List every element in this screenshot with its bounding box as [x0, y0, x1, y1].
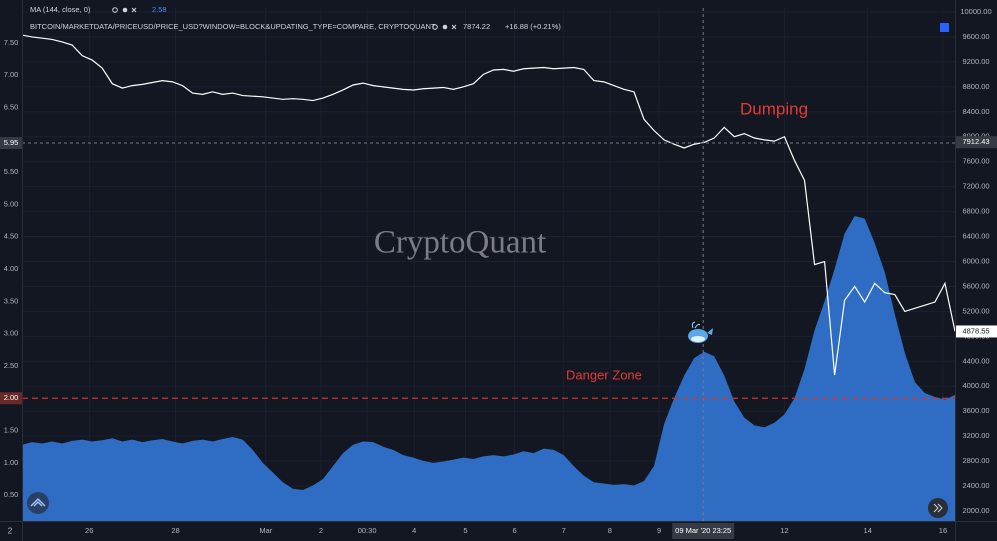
x-tick-label: 28 — [171, 526, 179, 535]
whale-icon — [688, 321, 713, 343]
logo-glyph — [30, 497, 46, 507]
crosshair-x-label: 09 Mar '20 23:25 — [675, 526, 731, 535]
y2-tick-label: 6800.00 — [962, 207, 989, 216]
y2-tick-label: 6000.00 — [962, 256, 989, 265]
y-tick-label: 7.00 — [4, 70, 19, 79]
danger-label: 2.00 — [4, 393, 19, 402]
x-tick-label: 2 — [319, 526, 323, 535]
scroll-glyph — [933, 503, 943, 513]
crosshair-y-label: 5.95 — [4, 138, 19, 147]
y2-tick-label: 9600.00 — [962, 32, 989, 41]
y2-tick-label: 3600.00 — [962, 406, 989, 415]
y-tick-label: 0.50 — [4, 490, 19, 499]
settings-icon[interactable] — [442, 24, 448, 30]
y-tick-label: 1.50 — [4, 426, 19, 435]
crosshair-y-box — [0, 137, 22, 150]
y2-tick-label: 4000.00 — [962, 381, 989, 390]
indicator-name: MA (144, close, 0) — [30, 5, 91, 14]
y2-tick-label: 7600.00 — [962, 157, 989, 166]
y-tick-label: 2.50 — [4, 361, 19, 370]
x-tick-label: 8 — [608, 526, 612, 535]
x-tick-label: 5 — [463, 526, 467, 535]
y2-tick-label: 8800.00 — [962, 82, 989, 91]
y2-tick-label: 2800.00 — [962, 456, 989, 465]
y2-tick-label: 10000.00 — [960, 7, 991, 16]
y2-tick-label: 5600.00 — [962, 281, 989, 290]
x-tick-label: 4 — [412, 526, 416, 535]
price-marker-box — [956, 325, 997, 338]
x-tick-label: 26 — [85, 526, 93, 535]
y-tick-label: 3.50 — [4, 296, 19, 305]
price-marker-label: 4878.55 — [962, 326, 989, 335]
x-tick-label: 7 — [562, 526, 566, 535]
y-tick-label: 6.50 — [4, 102, 19, 111]
settings-icon[interactable] — [122, 7, 128, 13]
x-tick-label: 14 — [864, 526, 872, 535]
y2-tick-label: 6400.00 — [962, 232, 989, 241]
y2-tick-label: 3200.00 — [962, 431, 989, 440]
crosshair-x-box — [672, 523, 735, 539]
marks — [21, 34, 956, 521]
line — [21, 34, 956, 376]
eye-icon[interactable] — [112, 7, 118, 13]
y-tick-label: 5.00 — [4, 199, 19, 208]
x-tick-label: 9 — [657, 526, 661, 535]
symbol-name: BITCOIN/MARKETDATA/PRICEUSD/PRICE_USD?WI… — [30, 22, 436, 31]
area — [22, 216, 955, 521]
eye-icon[interactable] — [432, 24, 438, 30]
legend-square[interactable] — [940, 23, 949, 32]
x-tick-label: Mar — [259, 526, 272, 535]
overlay: 0.50 1.00 1.50 2.00 2.50 3.00 3.50 4.00 4.50 5.00… — [0, 7, 997, 539]
x-tick-label: 12 — [780, 526, 788, 535]
x-tick-label: 16 — [939, 526, 947, 535]
danger-label-box — [0, 392, 22, 405]
y2-tick-label: 2000.00 — [962, 506, 989, 515]
y2-tick-label: 2400.00 — [962, 481, 989, 490]
y2-tick-label: 4400.00 — [962, 356, 989, 365]
y-tick-label: 1.00 — [4, 458, 19, 467]
close-icon[interactable] — [131, 7, 137, 13]
watermark: CryptoQuant — [374, 225, 546, 261]
y2-tick-label: 5200.00 — [962, 306, 989, 315]
x-tick-label: 6 — [512, 526, 516, 535]
y2-tick-label: 9200.00 — [962, 57, 989, 66]
y-tick-label: 4.00 — [4, 264, 19, 273]
y2-tick-label: 8400.00 — [962, 107, 989, 116]
annotation-dumping: Dumping — [740, 99, 808, 118]
x-tick-label: 00:30 — [358, 526, 377, 535]
y-tick-label: 3.00 — [4, 329, 19, 338]
y-tick-label: 7.50 — [4, 38, 19, 47]
indicator-value: 2.58 — [152, 5, 167, 14]
annotation-danger: Danger Zone — [566, 367, 642, 382]
y2-tick-label: 7200.00 — [962, 182, 989, 191]
corner-label: 2 — [8, 525, 13, 535]
close-icon[interactable] — [451, 24, 457, 30]
y-tick-label: 4.50 — [4, 232, 19, 241]
crosshair-y2-box — [956, 136, 997, 149]
price-change: +16.88 (+0.21%) — [505, 22, 561, 31]
crosshair-y2-label: 7912.43 — [962, 137, 989, 146]
last-price: 7874.22 — [463, 22, 490, 31]
y-tick-label: 5.50 — [4, 167, 19, 176]
